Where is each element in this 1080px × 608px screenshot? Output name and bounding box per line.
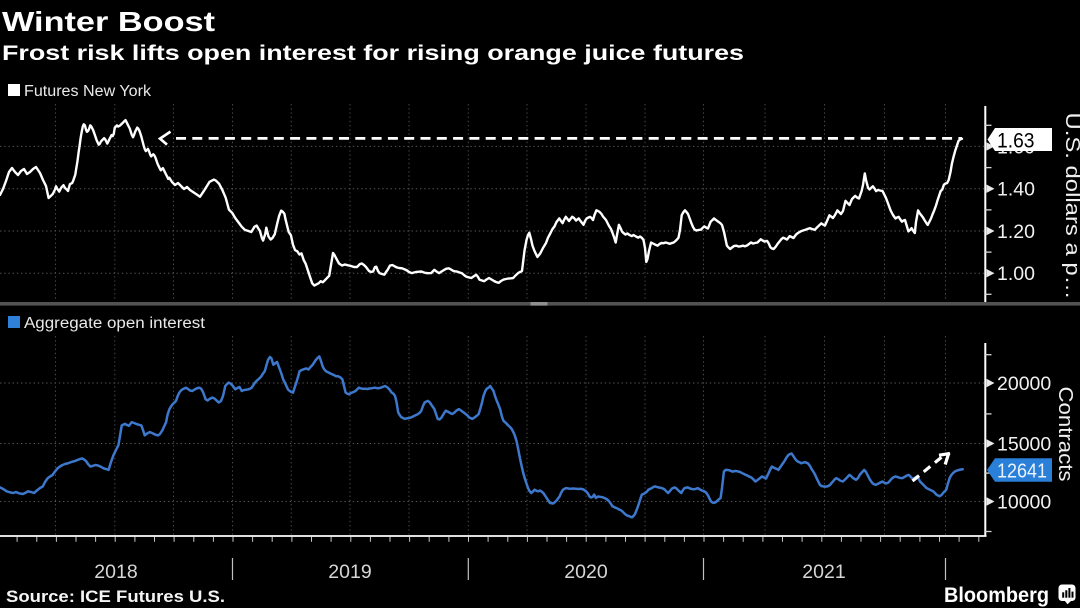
svg-text:Frost risk lifts open interest: Frost risk lifts open interest for risin… [2, 41, 744, 65]
svg-text:Bloomberg: Bloomberg [944, 583, 1049, 607]
svg-text:Winter Boost: Winter Boost [2, 6, 215, 37]
svg-text:2021: 2021 [802, 561, 845, 583]
svg-text:20000: 20000 [997, 373, 1051, 395]
svg-text:Source: ICE Futures U.S.: Source: ICE Futures U.S. [6, 588, 225, 606]
svg-text:U.S. dollars a p…: U.S. dollars a p… [1061, 113, 1080, 300]
svg-text:2020: 2020 [564, 561, 608, 583]
svg-text:2019: 2019 [328, 561, 371, 583]
svg-text:Futures New York: Futures New York [24, 83, 151, 100]
svg-text:1.40: 1.40 [997, 179, 1035, 201]
svg-text:10000: 10000 [997, 492, 1051, 514]
svg-text:1.00: 1.00 [997, 263, 1035, 285]
svg-text:15000: 15000 [997, 434, 1051, 456]
svg-text:12641: 12641 [997, 461, 1047, 483]
svg-text:1.20: 1.20 [997, 221, 1035, 243]
svg-text:2018: 2018 [94, 561, 137, 583]
svg-text:1.63: 1.63 [997, 129, 1035, 152]
svg-text:Contracts: Contracts [1054, 387, 1076, 482]
svg-text:Aggregate open interest: Aggregate open interest [24, 315, 206, 332]
